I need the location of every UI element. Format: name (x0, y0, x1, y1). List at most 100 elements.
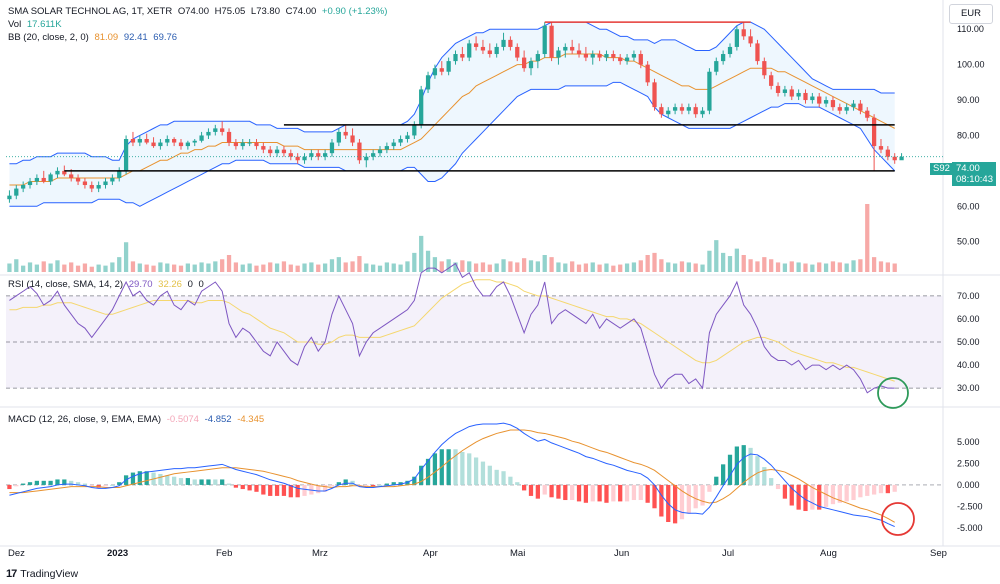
volume-bar (803, 263, 808, 272)
volume-bar (274, 263, 280, 272)
candle-body (220, 128, 225, 132)
volume-bar (398, 264, 403, 272)
macd-histogram-bar (343, 479, 348, 485)
volume-bar (556, 262, 561, 272)
macd-legend[interactable]: MACD (12, 26, close, 9, EMA, EMA) -0.507… (8, 414, 267, 426)
time-axis-label: Jun (614, 548, 629, 559)
volume-bar (178, 265, 184, 272)
grid-lines (0, 0, 1000, 547)
vol-value: 17.611K (26, 19, 62, 30)
macd-histogram-bar (789, 484, 794, 506)
candle-body (21, 185, 26, 189)
volume-bar (82, 263, 88, 272)
volume-bar (851, 260, 856, 272)
candle-body (803, 92, 808, 101)
macd-histogram-bar (830, 484, 836, 505)
candle-body (34, 177, 40, 182)
volume-bar (357, 256, 362, 272)
volume-bar (103, 265, 108, 272)
candle-body (103, 181, 108, 186)
rsi-pane (9, 262, 895, 394)
candle-body (556, 50, 561, 58)
candle-body (865, 110, 870, 118)
volume-bar (48, 263, 53, 272)
volume-bar (590, 262, 595, 272)
macd-value: -4.852 (204, 414, 232, 425)
candle-body (14, 188, 19, 196)
volume-bar (782, 263, 788, 272)
volume-bar (220, 259, 225, 272)
currency-button[interactable]: EUR (949, 4, 993, 24)
rsi-legend[interactable]: RSI (14, close, SMA, 14, 2) 29.70 32.26 … (8, 279, 207, 291)
candle-body (535, 54, 540, 62)
volume-bar (686, 262, 691, 272)
volume-bar (199, 262, 204, 272)
candle-body (775, 85, 781, 93)
macd-histogram-bar (755, 456, 760, 485)
candle-body (892, 156, 897, 161)
candle-body (830, 100, 836, 108)
brand-name: TradingView (20, 568, 79, 580)
macd-histogram-bar (885, 484, 890, 494)
support-resistance-lines[interactable] (6, 21, 943, 172)
macd-histogram-bar (727, 454, 733, 485)
volume-bar (549, 257, 554, 272)
bb-legend[interactable]: BB (20, close, 2, 0) 81.09 92.41 69.76 (8, 32, 180, 44)
time-axis-label: Aug (820, 548, 837, 559)
macd-histogram-bar (741, 445, 746, 485)
candle-body (336, 131, 341, 143)
volume-bar (624, 263, 630, 272)
volume-bar (137, 263, 142, 272)
price-tick-label: 110.00 (957, 24, 984, 34)
candle-body (405, 135, 410, 139)
macd-histogram-bar (871, 484, 877, 495)
macd-histogram-bar (220, 479, 225, 485)
candle-body (144, 139, 149, 143)
macd-histogram-bar (734, 446, 739, 485)
volume-bar (309, 262, 314, 272)
macd-histogram-bar (247, 484, 252, 491)
tradingview-branding[interactable]: 17 TradingView (6, 568, 78, 580)
candle-body (350, 135, 355, 143)
symbol-name[interactable]: SMA SOLAR TECHNOL AG, 1T, XETR (8, 6, 173, 17)
macd-histogram-bar (213, 479, 218, 485)
candle-body (89, 185, 94, 189)
volume-legend[interactable]: Vol 17.611K (8, 19, 65, 31)
candle-body (309, 153, 314, 157)
macd-histogram-bar (583, 484, 589, 503)
candle-body (611, 54, 616, 58)
candle-body (439, 68, 444, 72)
macd-histogram-bar (652, 484, 657, 509)
candle-body (810, 96, 815, 101)
macd-histogram-bar (782, 484, 788, 499)
macd-histogram-bar (425, 458, 431, 485)
macd-histogram-bar (412, 476, 417, 485)
candle-body (721, 54, 726, 62)
volume-bar (528, 260, 534, 272)
candle-body (549, 25, 554, 58)
candle-body (467, 43, 472, 58)
macd-histogram-bar (364, 484, 369, 487)
bb-lower-value: 69.76 (153, 32, 178, 43)
macd-histogram-bar (844, 484, 849, 502)
volume-bar (810, 264, 815, 272)
volume-bar (885, 262, 890, 272)
volume-bar (425, 250, 431, 272)
macd-histogram-bar (178, 478, 184, 485)
candlesticks[interactable] (7, 22, 904, 203)
macd-histogram-bar (631, 484, 637, 501)
bb-label: BB (20, close, 2, 0) (8, 32, 89, 43)
macd-histogram-bar (823, 484, 829, 507)
macd-label: MACD (12, 26, close, 9, EMA, EMA) (8, 414, 162, 425)
time-axis-label: Dez (8, 548, 25, 559)
volume-bar (110, 262, 115, 272)
macd-histogram-bar (570, 484, 575, 501)
volume-bar (322, 263, 328, 272)
macd-histogram-bar (384, 483, 390, 485)
candle-body (254, 142, 259, 147)
volume-bar (844, 263, 849, 272)
macd-histogram-bar (858, 484, 863, 498)
candle-body (371, 153, 376, 157)
candle-body (213, 128, 218, 132)
